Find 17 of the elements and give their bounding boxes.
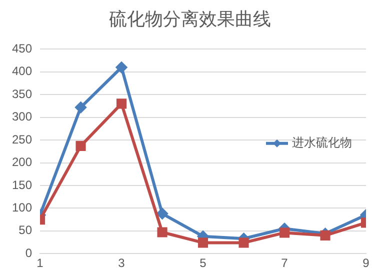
chart-title: 硫化物分离效果曲线 <box>108 8 272 32</box>
y-tick-label: 250 <box>12 132 32 146</box>
legend-label: 进水硫化物 <box>292 136 352 150</box>
x-tick-label: 3 <box>118 256 126 270</box>
y-tick-label: 50 <box>18 223 32 238</box>
y-tick-label: 0 <box>25 246 32 260</box>
x-tick-label: 9 <box>362 256 370 270</box>
y-tick-label: 450 <box>12 42 32 56</box>
x-tick-label: 1 <box>36 256 44 270</box>
x-tick-label: 7 <box>281 256 288 270</box>
y-tick-label: 200 <box>12 155 32 170</box>
x-tick-label: 5 <box>200 256 207 270</box>
y-tick-label: 400 <box>12 64 32 78</box>
y-tick-label: 350 <box>12 86 32 101</box>
y-tick-label: 100 <box>12 200 32 214</box>
y-tick-label: 150 <box>12 178 32 192</box>
y-tick-label: 300 <box>12 110 32 124</box>
